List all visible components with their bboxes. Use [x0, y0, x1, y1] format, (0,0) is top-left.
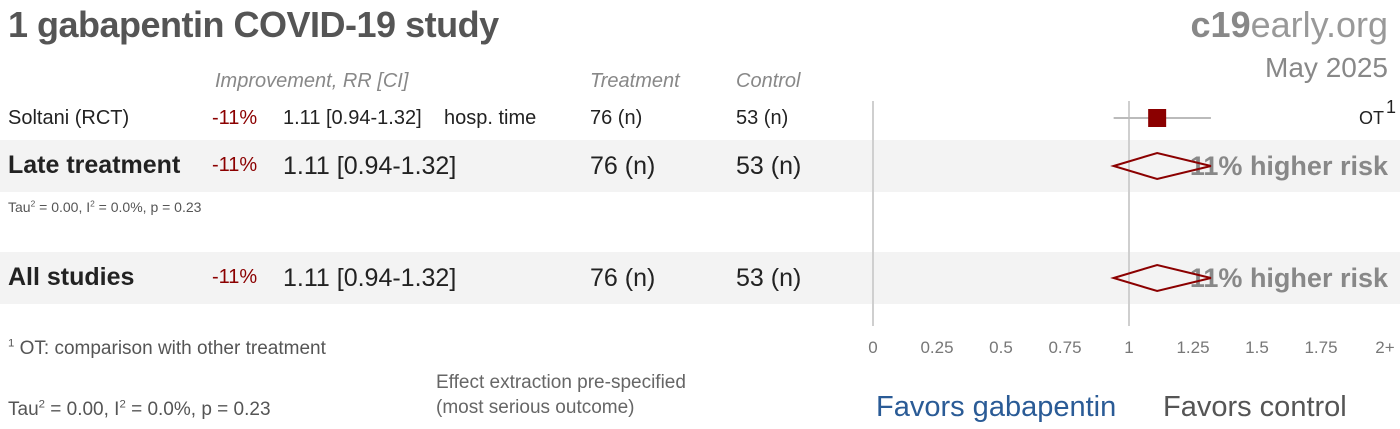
late-improvement: -11% [212, 154, 258, 176]
col-improvement: Improvement, RR [CI] [215, 70, 409, 92]
brand-rest: early.org [1250, 4, 1388, 45]
late-control-n: 53 (n) [736, 152, 802, 180]
extraction-note: Effect extraction pre-specified (most se… [436, 372, 686, 418]
study-rr-ci: 1.11 [0.94-1.32] [283, 107, 422, 129]
all-rr-ci: 1.11 [0.94-1.32] [283, 264, 457, 292]
brand-bold: c19 [1190, 4, 1251, 45]
favors-right-label: Favors control [1163, 391, 1347, 423]
brand-logo: c19early.org [1191, 4, 1388, 46]
study-outcome: hosp. time [444, 107, 537, 129]
study-tag-sup: 1 [1386, 97, 1396, 117]
study-name[interactable]: Soltani (RCT) [8, 107, 130, 129]
overall-heterogeneity: Tau2 = 0.00, I2 = 0.0%, p = 0.23 [8, 398, 271, 420]
x-tick-label: 1.5 [1245, 338, 1269, 357]
footnote: 1 OT: comparison with other treatment [8, 337, 326, 359]
all-studies-label: All studies [8, 263, 135, 291]
study-control-n: 53 (n) [736, 107, 789, 129]
late-rr-ci: 1.11 [0.94-1.32] [283, 152, 457, 180]
x-tick-label: 0.75 [1048, 338, 1081, 357]
study-tag: OT [1359, 108, 1384, 128]
all-control-n: 53 (n) [736, 264, 802, 292]
col-treatment: Treatment [590, 70, 680, 92]
all-improvement: -11% [212, 266, 258, 288]
all-treatment-n: 76 (n) [590, 264, 656, 292]
x-tick-label: 1.25 [1176, 338, 1209, 357]
late-treatment-diamond [1110, 151, 1212, 181]
study-point-marker [1148, 109, 1167, 127]
x-tick-label: 0.5 [989, 338, 1013, 357]
x-tick-label: 1.75 [1304, 338, 1337, 357]
x-tick-label: 0.25 [920, 338, 953, 357]
x-tick-label: 0 [868, 338, 877, 357]
late-heterogeneity: Tau2 = 0.00, I2 = 0.0%, p = 0.23 [8, 198, 202, 215]
late-treatment-n: 76 (n) [590, 152, 656, 180]
study-treatment-n: 76 (n) [590, 107, 643, 129]
x-tick-label: 1 [1124, 338, 1133, 357]
late-treatment-summary-label: 11% higher risk [1190, 151, 1389, 181]
favors-left-label: Favors gabapentin [876, 391, 1117, 423]
all-studies-band [0, 252, 1400, 304]
col-control: Control [736, 70, 801, 92]
x-tick-label: 2+ [1375, 338, 1394, 357]
study-improvement: -11% [212, 107, 258, 129]
all-studies-diamond [1110, 263, 1212, 293]
all-studies-summary-label: 11% higher risk [1190, 263, 1389, 293]
page-title: 1 gabapentin COVID-19 study [8, 4, 499, 45]
late-treatment-band [0, 140, 1400, 192]
late-treatment-label: Late treatment [8, 151, 181, 179]
report-date: May 2025 [1265, 52, 1388, 83]
